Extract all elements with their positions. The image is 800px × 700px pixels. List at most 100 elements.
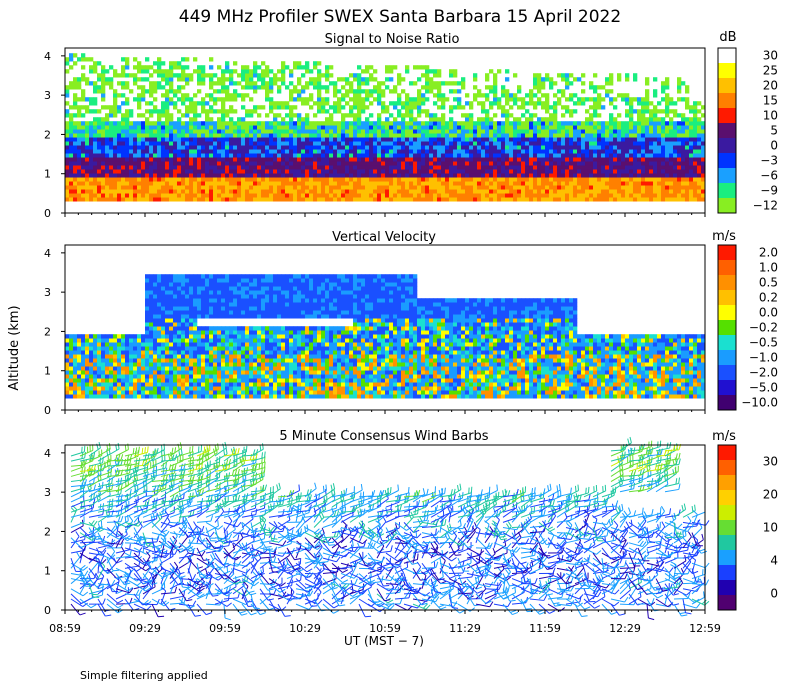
velocity-cell bbox=[81, 370, 86, 375]
figure-title: 449 MHz Profiler SWEX Santa Barbara 15 A… bbox=[179, 7, 621, 27]
snr-cell bbox=[241, 121, 246, 126]
snr-cell bbox=[453, 81, 458, 86]
snr-cell bbox=[65, 185, 70, 190]
snr-cell bbox=[121, 93, 126, 98]
velocity-cell bbox=[161, 346, 166, 351]
snr-cell bbox=[149, 177, 154, 182]
velocity-cell bbox=[161, 278, 166, 283]
snr-cell bbox=[373, 197, 378, 202]
snr-cell bbox=[309, 125, 314, 130]
snr-cell bbox=[177, 193, 182, 198]
snr-cell bbox=[681, 161, 686, 166]
snr-cell bbox=[73, 77, 78, 82]
snr-cell bbox=[477, 149, 482, 154]
snr-cell bbox=[73, 121, 78, 126]
velocity-cell bbox=[109, 374, 114, 379]
snr-cell bbox=[425, 109, 430, 114]
snr-cell bbox=[597, 197, 602, 202]
snr-cell bbox=[361, 125, 366, 130]
snr-cell bbox=[373, 169, 378, 174]
snr-cell bbox=[593, 173, 598, 178]
snr-cell bbox=[305, 125, 310, 130]
snr-cell bbox=[145, 57, 150, 62]
snr-cell bbox=[337, 197, 342, 202]
velocity-cell bbox=[137, 354, 142, 359]
snr-cell bbox=[693, 125, 698, 130]
snr-cell bbox=[153, 129, 158, 134]
snr-cell bbox=[277, 105, 282, 110]
snr-cell bbox=[121, 101, 126, 106]
snr-cell bbox=[549, 173, 554, 178]
snr-cell bbox=[421, 197, 426, 202]
snr-cell bbox=[477, 125, 482, 130]
snr-cell bbox=[489, 185, 494, 190]
snr-cell bbox=[613, 133, 618, 138]
snr-cell bbox=[269, 133, 274, 138]
snr-cell bbox=[545, 137, 550, 142]
snr-cell bbox=[373, 181, 378, 186]
velocity-cell bbox=[133, 338, 138, 343]
snr-cell bbox=[285, 133, 290, 138]
snr-cell bbox=[505, 149, 510, 154]
snr-cell bbox=[93, 121, 98, 126]
snr-cell bbox=[197, 101, 202, 106]
snr-cell bbox=[697, 149, 702, 154]
snr-cell bbox=[277, 137, 282, 142]
snr-cell bbox=[325, 193, 330, 198]
snr-cell bbox=[505, 101, 510, 106]
snr-cell bbox=[217, 169, 222, 174]
velocity-cell bbox=[157, 378, 162, 383]
velocity-cell bbox=[157, 370, 162, 375]
snr-cell bbox=[357, 101, 362, 106]
snr-cell bbox=[529, 137, 534, 142]
snr-cell bbox=[81, 141, 86, 146]
snr-cell bbox=[481, 165, 486, 170]
snr-cell bbox=[549, 145, 554, 150]
snr-cell bbox=[433, 113, 438, 118]
snr-cell bbox=[605, 189, 610, 194]
snr-cell bbox=[281, 121, 286, 126]
snr-cell bbox=[617, 133, 622, 138]
snr-cell bbox=[537, 85, 542, 90]
snr-cell bbox=[97, 161, 102, 166]
snr-cell bbox=[617, 193, 622, 198]
velocity-cell bbox=[153, 294, 158, 299]
snr-cell bbox=[105, 149, 110, 154]
snr-cell bbox=[105, 117, 110, 122]
snr-cell bbox=[677, 133, 682, 138]
snr-cell bbox=[641, 153, 646, 158]
snr-cell bbox=[181, 145, 186, 150]
snr-cell bbox=[397, 173, 402, 178]
snr-cell bbox=[337, 97, 342, 102]
snr-cell bbox=[233, 109, 238, 114]
snr-cell bbox=[693, 113, 698, 118]
snr-cell bbox=[169, 169, 174, 174]
snr-cell bbox=[589, 81, 594, 86]
velocity-cell bbox=[165, 342, 170, 347]
snr-cell bbox=[165, 89, 170, 94]
snr-cell bbox=[337, 77, 342, 82]
snr-cell bbox=[465, 161, 470, 166]
snr-cell bbox=[153, 133, 158, 138]
snr-cell bbox=[125, 73, 130, 78]
snr-cell bbox=[513, 149, 518, 154]
snr-cell bbox=[625, 109, 630, 114]
snr-cell bbox=[641, 97, 646, 102]
velocity-cell bbox=[177, 334, 182, 339]
snr-cell bbox=[313, 137, 318, 142]
snr-cell bbox=[93, 89, 98, 94]
snr-cell bbox=[197, 69, 202, 74]
snr-cell bbox=[105, 169, 110, 174]
snr-cell bbox=[313, 173, 318, 178]
snr-cell bbox=[385, 125, 390, 130]
snr-cell bbox=[109, 141, 114, 146]
velocity-cell bbox=[145, 286, 150, 291]
snr-cell bbox=[497, 197, 502, 202]
snr-cell bbox=[125, 157, 130, 162]
snr-cell bbox=[685, 173, 690, 178]
snr-cell bbox=[669, 125, 674, 130]
snr-cell bbox=[245, 185, 250, 190]
snr-cell bbox=[77, 161, 82, 166]
velocity-heatmap bbox=[65, 274, 706, 399]
